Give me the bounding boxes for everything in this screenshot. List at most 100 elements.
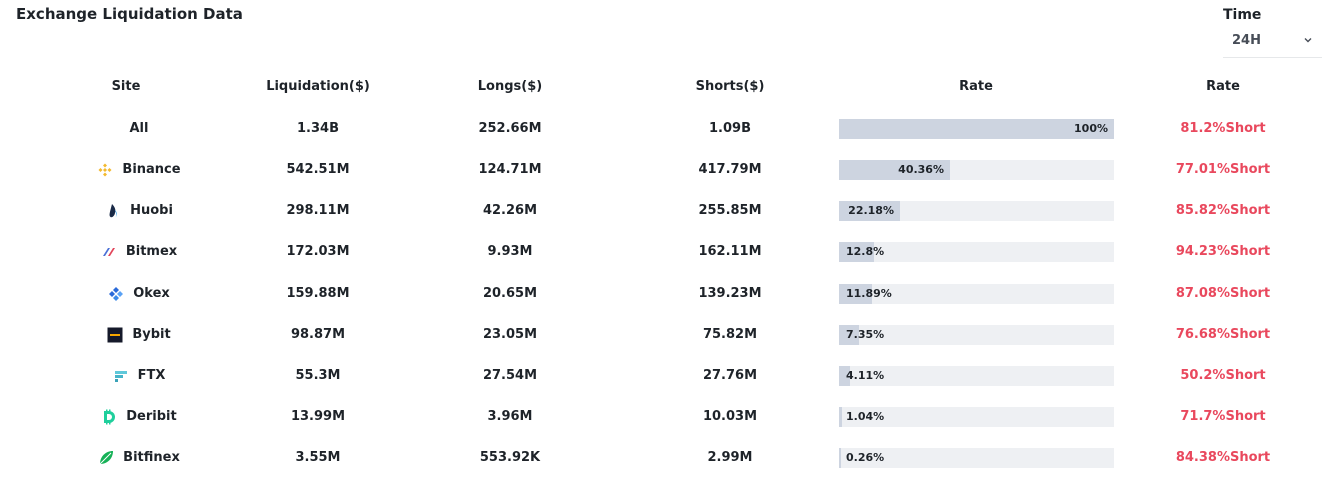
longs-value: 553.92K — [479, 450, 541, 465]
rate-bar: 11.89% — [839, 283, 1114, 304]
site-cell: FTX — [56, 366, 222, 386]
site-cell: Binance — [56, 160, 222, 180]
table-row: Binance 542.51M 124.71M 417.79M 40.36% 77.01%… — [0, 160, 1341, 201]
rate-bar-label: 0.26% — [846, 451, 885, 464]
shorts-value: 10.03M — [702, 408, 758, 424]
header-longs: Longs($) — [477, 79, 543, 94]
short-rate-value: 87.08%Short — [1175, 285, 1271, 301]
header-rate-short: Rate — [1206, 79, 1240, 94]
rate-bar-label: 1.04% — [846, 409, 885, 423]
rate-bar: 4.11% — [839, 365, 1114, 386]
liquidation-value: 3.55M — [295, 450, 341, 465]
liquidation-value: 298.11M — [286, 203, 350, 219]
header-liquidation: Liquidation($) — [266, 79, 370, 94]
rate-bar-label: 22.18% — [848, 204, 894, 218]
table-row: Bitfinex 3.55M 553.92K 2.99M 0.26% 84.38%Shor… — [0, 448, 1341, 489]
rate-bar: 40.36% — [839, 160, 1114, 181]
short-rate-value: 76.68%Short — [1175, 326, 1271, 342]
liquidation-value: 1.34B — [297, 121, 339, 136]
table-row: FTX 55.3M 27.54M 27.76M 4.11% 50.2%Short — [0, 365, 1341, 407]
shorts-value: 162.11M — [698, 244, 762, 260]
site-cell: Okex — [56, 284, 222, 304]
deribit-icon — [101, 409, 117, 425]
table-row: Huobi 298.11M 42.26M 255.85M 22.18% 85.82%Sho… — [0, 201, 1341, 242]
time-filter-value: 24H — [1232, 33, 1261, 48]
rate-bar: 0.26% — [839, 448, 1114, 468]
short-rate-value: 85.82%Short — [1175, 203, 1271, 219]
header-site: Site — [111, 79, 141, 94]
site-cell: All — [56, 119, 222, 139]
time-filter-select[interactable]: 24H — [1223, 28, 1322, 58]
site-cell: Bitfinex — [56, 448, 222, 468]
short-rate-value: 81.2%Short — [1180, 121, 1266, 136]
site-name: Binance — [122, 162, 181, 178]
rate-bar-label: 4.11% — [846, 368, 885, 382]
bitmex-icon — [101, 244, 117, 260]
bitfinex-icon — [98, 450, 114, 466]
site-cell: Deribit — [56, 407, 222, 427]
table-row: Bitmex 172.03M 9.93M 162.11M 12.8% 94.23%Shor… — [0, 242, 1341, 283]
site-cell: Bitmex — [56, 242, 222, 262]
table-row: Deribit 13.99M 3.96M 10.03M 1.04% 71.7%Short — [0, 406, 1341, 448]
site-name: All — [129, 121, 149, 136]
liquidation-value: 55.3M — [295, 367, 341, 383]
rate-bar-label: 40.36% — [898, 163, 944, 177]
liquidation-value: 172.03M — [286, 244, 350, 260]
shorts-value: 417.79M — [698, 162, 762, 178]
rate-bar-fill — [839, 242, 875, 263]
longs-value: 20.65M — [482, 285, 538, 301]
site-name: Okex — [133, 285, 170, 301]
table-row: All 1.34B 252.66M 1.09B 100% 81.2%Short — [0, 119, 1341, 160]
bybit-icon — [107, 327, 123, 343]
liquidation-value: 159.88M — [286, 285, 350, 301]
rate-bar-fill — [839, 406, 842, 427]
site-name: Bitmex — [125, 244, 178, 260]
rate-bar-fill — [839, 448, 841, 468]
rate-bar-label: 11.89% — [846, 286, 892, 300]
page-title: Exchange Liquidation Data — [16, 5, 243, 23]
rate-bar-fill — [839, 119, 1114, 139]
rate-bar-fill — [839, 324, 860, 345]
site-name: Bitfinex — [123, 450, 180, 465]
binance-icon — [97, 162, 113, 178]
longs-value: 27.54M — [482, 367, 538, 383]
short-rate-value: 71.7%Short — [1180, 408, 1266, 424]
shorts-value: 255.85M — [698, 203, 762, 219]
rate-bar-fill — [839, 160, 950, 181]
rate-bar-label: 7.35% — [846, 327, 885, 341]
site-cell: Huobi — [56, 201, 222, 221]
site-name: Deribit — [126, 408, 177, 424]
time-filter-label: Time — [1223, 7, 1262, 23]
rate-bar: 1.04% — [839, 406, 1114, 427]
rate-bar-label: 100% — [1074, 122, 1108, 135]
shorts-value: 75.82M — [702, 326, 758, 342]
shorts-value: 27.76M — [702, 367, 758, 383]
rate-bar: 7.35% — [839, 324, 1114, 345]
site-name: Bybit — [132, 326, 171, 342]
table-row: Bybit 98.87M 23.05M 75.82M 7.35% 76.68%Short — [0, 324, 1341, 366]
longs-value: 23.05M — [482, 326, 538, 342]
short-rate-value: 77.01%Short — [1175, 162, 1271, 178]
rate-bar-label: 12.8% — [846, 245, 885, 259]
site-name: FTX — [137, 367, 166, 383]
short-rate-value: 84.38%Short — [1175, 450, 1271, 465]
huobi-icon — [105, 203, 121, 219]
longs-value: 3.96M — [487, 408, 533, 424]
liquidation-value: 542.51M — [286, 162, 350, 178]
shorts-value: 2.99M — [707, 450, 753, 465]
longs-value: 9.93M — [487, 244, 533, 260]
rate-bar-fill — [839, 365, 851, 386]
shorts-value: 139.23M — [698, 285, 762, 301]
longs-value: 42.26M — [482, 203, 538, 219]
rate-bar-fill — [839, 201, 900, 222]
okex-icon — [108, 286, 124, 302]
rate-bar: 12.8% — [839, 242, 1114, 263]
short-rate-value: 50.2%Short — [1180, 367, 1266, 383]
longs-value: 124.71M — [478, 162, 542, 178]
rate-bar-fill — [839, 283, 872, 304]
longs-value: 252.66M — [478, 121, 542, 136]
shorts-value: 1.09B — [709, 121, 751, 136]
header-shorts: Shorts($) — [695, 79, 765, 94]
site-name: Huobi — [130, 203, 173, 219]
rate-bar: 22.18% — [839, 201, 1114, 222]
